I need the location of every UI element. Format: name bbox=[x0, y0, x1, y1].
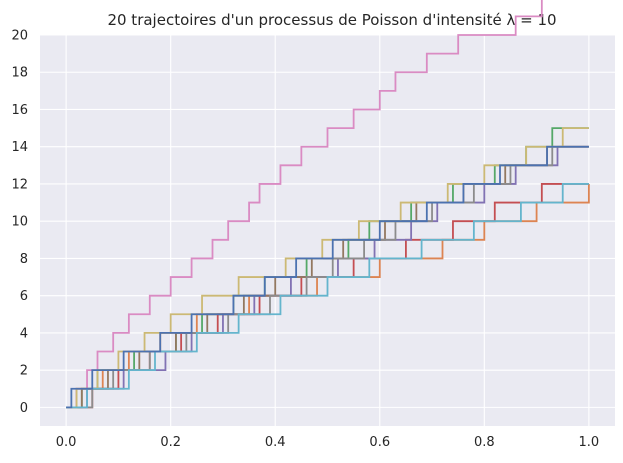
trajectory-line-8 bbox=[66, 127, 589, 409]
y-tick-label: 0 bbox=[20, 401, 28, 416]
x-tick-label: 0.0 bbox=[56, 435, 77, 450]
series-group bbox=[66, 0, 590, 409]
y-tick-label: 10 bbox=[11, 215, 28, 230]
trajectory-line-2 bbox=[66, 0, 543, 409]
y-axis-ticks: 0 2 4 6 8 10 12 14 16 18 20 bbox=[11, 29, 28, 416]
x-tick-label: 0.6 bbox=[369, 435, 390, 450]
y-tick-label: 4 bbox=[20, 326, 28, 341]
x-tick-label: 0.8 bbox=[474, 435, 495, 450]
y-tick-label: 2 bbox=[20, 364, 28, 379]
x-axis-ticks: 0.0 0.2 0.4 0.6 0.8 1.0 bbox=[56, 435, 599, 450]
x-tick-label: 0.2 bbox=[160, 435, 181, 450]
y-tick-label: 8 bbox=[20, 252, 28, 267]
trajectory-line-9 bbox=[66, 183, 589, 409]
x-tick-label: 0.4 bbox=[265, 435, 286, 450]
x-tick-label: 1.0 bbox=[579, 435, 600, 450]
y-tick-label: 16 bbox=[11, 103, 28, 118]
chart-title: 20 trajectoires d'un processus de Poisso… bbox=[107, 11, 556, 29]
y-tick-label: 14 bbox=[11, 140, 28, 155]
y-tick-label: 6 bbox=[20, 289, 28, 304]
plot-area bbox=[40, 35, 615, 426]
trajectory-line-3 bbox=[66, 127, 589, 409]
trajectory-line-10 bbox=[66, 145, 589, 409]
y-tick-label: 12 bbox=[11, 177, 28, 192]
y-tick-label: 20 bbox=[11, 29, 28, 44]
y-tick-label: 18 bbox=[11, 66, 28, 81]
